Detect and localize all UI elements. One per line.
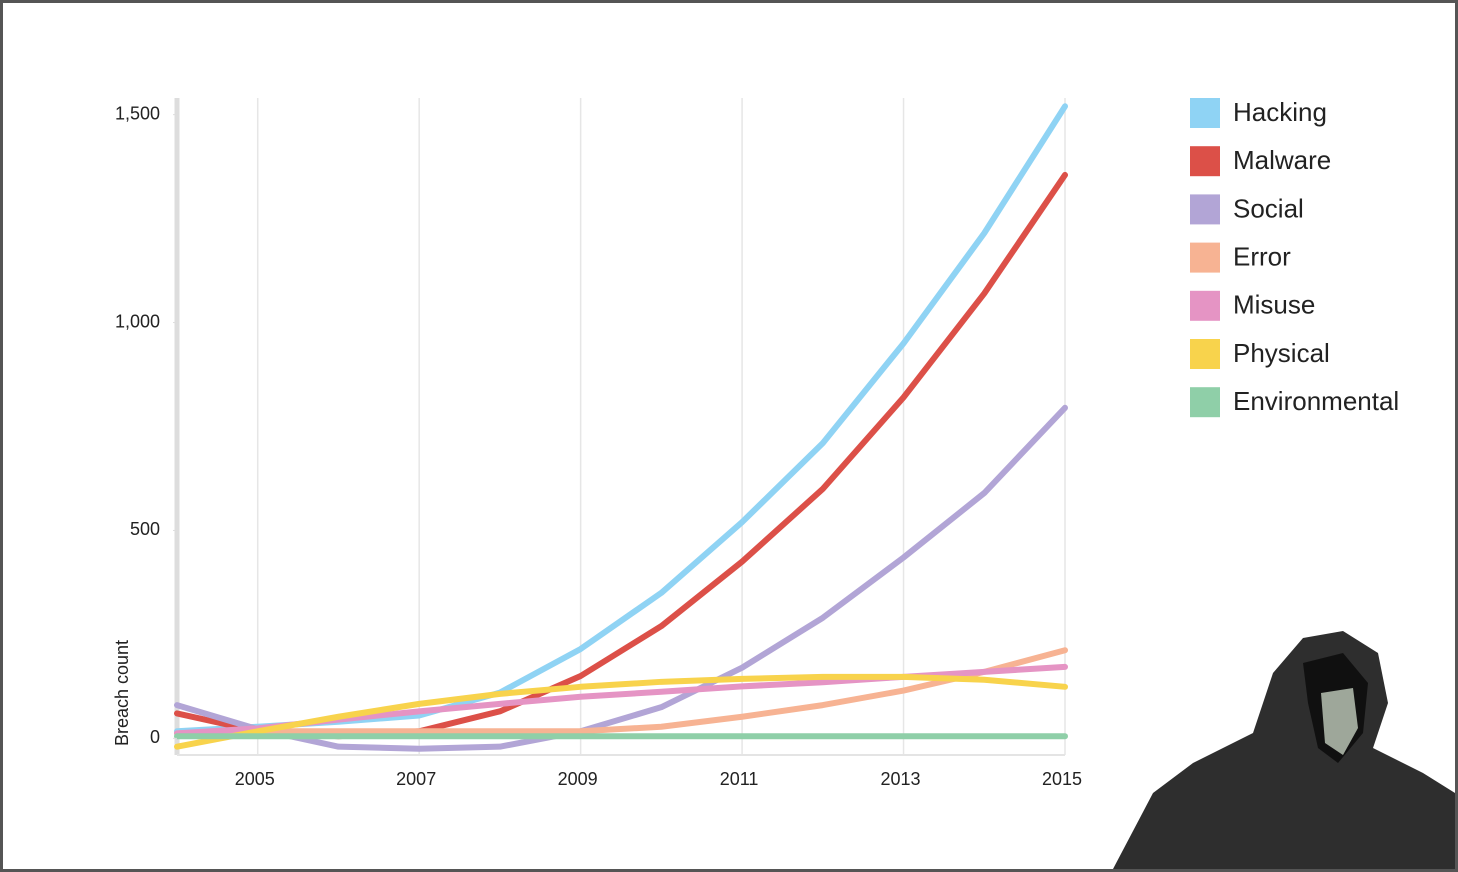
x-tick-label: 2013 <box>881 769 921 789</box>
legend-label: Physical <box>1233 338 1330 368</box>
y-tick-label: 0 <box>150 727 160 747</box>
figure-body <box>1113 631 1455 869</box>
y-tick-label: 1,500 <box>115 103 160 123</box>
legend-swatch <box>1190 194 1220 225</box>
legend-label: Malware <box>1233 145 1331 175</box>
legend-swatch <box>1190 98 1220 128</box>
x-tick-label: 2007 <box>396 769 436 789</box>
x-tick-label: 2009 <box>558 769 598 789</box>
legend-swatch <box>1190 290 1220 321</box>
series-line <box>174 103 1068 735</box>
legend: Hacking Malware Social Error Misuse Physical E… <box>1190 97 1399 418</box>
legend-swatch <box>1190 339 1220 369</box>
y-tick-label: 1,000 <box>115 311 160 331</box>
hooded-figure <box>1113 631 1455 869</box>
legend-label: Misuse <box>1233 290 1315 320</box>
x-tick-label: 2015 <box>1042 769 1082 789</box>
series-line <box>174 171 1068 740</box>
lines <box>174 103 1068 752</box>
legend-swatch <box>1190 242 1220 273</box>
figure-face <box>1321 688 1358 755</box>
series-line <box>174 673 1068 750</box>
y-axis-label: Breach count <box>112 640 132 746</box>
x-tick-label: 2011 <box>720 769 759 789</box>
chart: Breach count Hacking Malware Social Error Mi… <box>112 97 1455 869</box>
grid <box>256 98 1066 755</box>
series-line <box>174 404 1068 752</box>
series-line <box>174 647 1068 737</box>
legend-swatch <box>1190 146 1220 177</box>
y-tick-label: 500 <box>130 519 160 539</box>
legend-label: Hacking <box>1233 97 1327 127</box>
legend-swatch <box>1190 387 1220 418</box>
x-tick-label: 2005 <box>235 769 275 789</box>
legend-label: Environmental <box>1233 386 1399 416</box>
legend-label: Social <box>1233 193 1304 223</box>
legend-label: Error <box>1233 241 1291 271</box>
